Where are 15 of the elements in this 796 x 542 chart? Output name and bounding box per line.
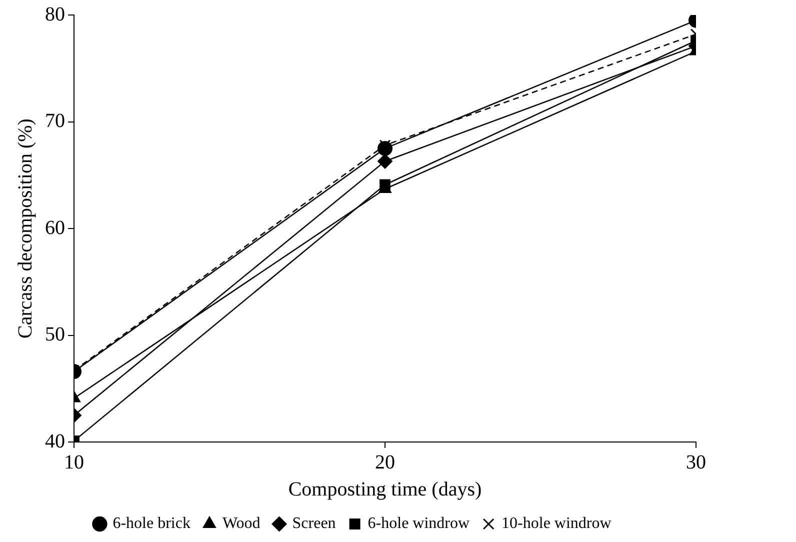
legend-label: Screen [292,515,336,532]
legend-label: 6-hole windrow [368,515,470,532]
legend-label: Wood [222,515,260,532]
y-tick-label: 40 [45,430,65,452]
x-axis-title: Composting time (days) [288,478,482,500]
x-tick-label: 10 [64,451,84,474]
y-tick-label: 70 [45,110,65,132]
x-tick-label: 30 [686,451,706,474]
y-tick-label: 60 [45,216,65,239]
x-tick-label: 20 [375,451,395,474]
legend-label: 10-hole windrow [502,515,612,532]
y-tick-label: 80 [45,3,65,26]
legend-label: 6-hole brick [112,515,190,532]
y-tick-label: 50 [45,324,65,346]
y-axis-title: Carcass decomposition (%) [14,118,36,338]
